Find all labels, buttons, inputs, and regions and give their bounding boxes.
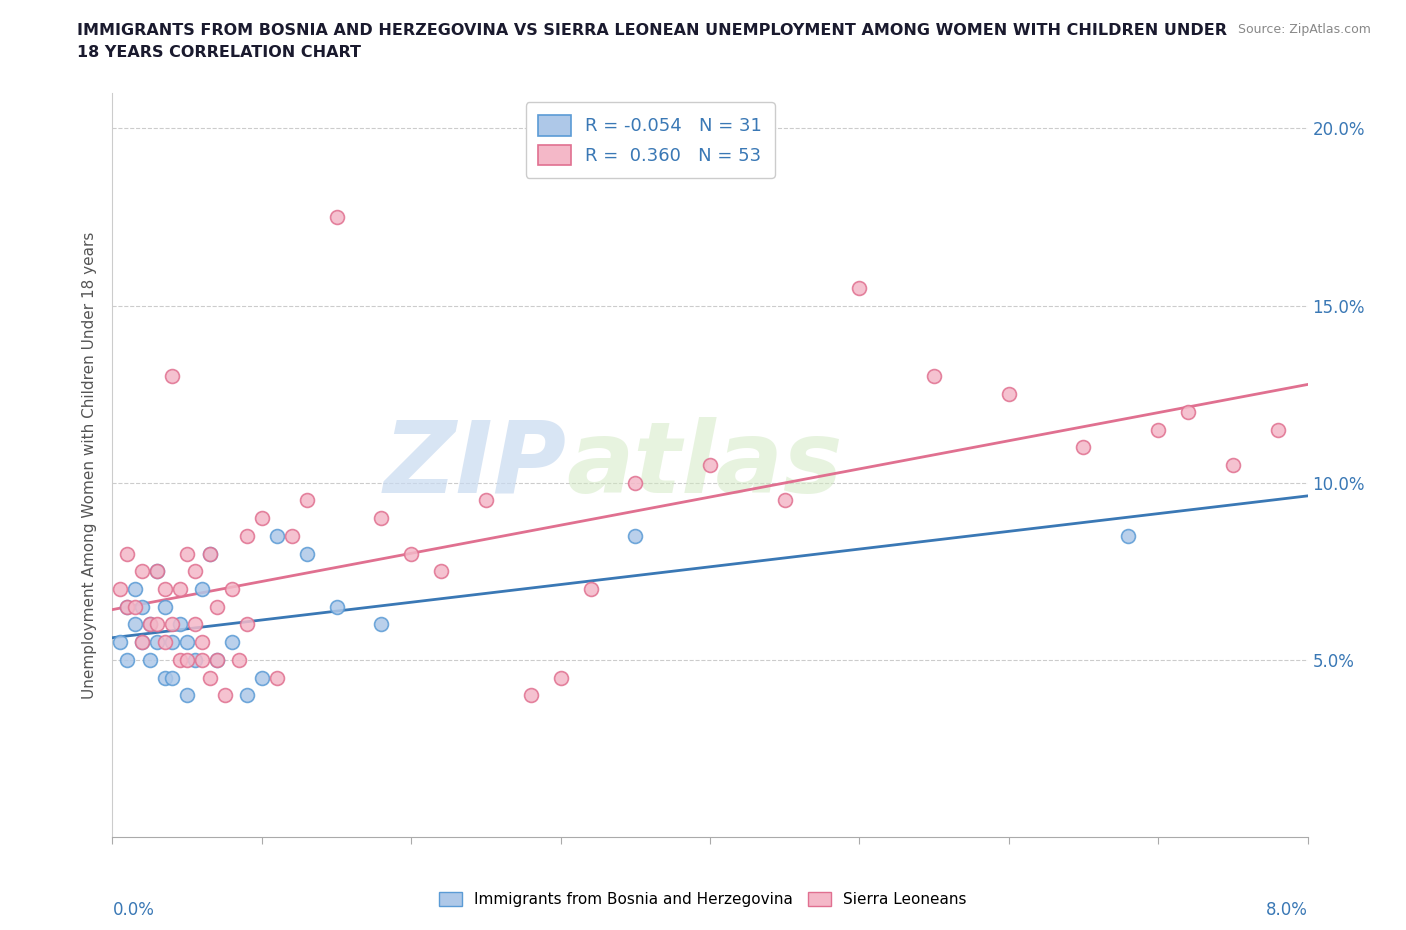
Point (1222, 458, 1244, 472)
Point (176, 546, 198, 561)
Point (139, 617, 162, 631)
Point (370, 617, 392, 631)
Point (221, 581, 243, 596)
Point (430, 564, 453, 578)
Point (1147, 422, 1170, 437)
Point (108, 634, 131, 649)
Text: Source: ZipAtlas.com: Source: ZipAtlas.com (1237, 23, 1371, 36)
Point (139, 653, 162, 668)
Point (266, 671, 288, 685)
Point (228, 653, 250, 668)
Point (146, 564, 169, 578)
Point (579, 581, 602, 596)
Point (124, 599, 146, 614)
Point (520, 688, 543, 703)
Point (370, 511, 392, 525)
Point (117, 599, 139, 614)
Point (624, 528, 647, 543)
Point (198, 546, 221, 561)
Point (176, 653, 198, 668)
Point (1267, 422, 1289, 437)
Point (117, 546, 139, 561)
Point (773, 493, 796, 508)
Point (183, 617, 205, 631)
Point (131, 564, 153, 578)
Point (176, 688, 198, 703)
Point (153, 634, 176, 649)
Point (205, 653, 228, 668)
Point (139, 617, 162, 631)
Point (169, 653, 191, 668)
Point (236, 617, 259, 631)
Point (624, 475, 647, 490)
Point (124, 581, 146, 596)
Point (848, 281, 870, 296)
Point (162, 369, 183, 384)
Point (169, 581, 191, 596)
Point (250, 671, 273, 685)
Point (169, 617, 191, 631)
Text: 0.0%: 0.0% (112, 901, 155, 919)
Point (191, 581, 214, 596)
Point (153, 599, 176, 614)
Point (699, 458, 721, 472)
Point (146, 617, 169, 631)
Point (131, 634, 153, 649)
Text: atlas: atlas (567, 417, 844, 513)
Point (162, 617, 183, 631)
Point (281, 528, 304, 543)
Point (117, 653, 139, 668)
Point (191, 634, 214, 649)
Point (176, 634, 198, 649)
Point (250, 511, 273, 525)
Point (153, 581, 176, 596)
Point (124, 617, 146, 631)
Point (183, 564, 205, 578)
Point (214, 688, 236, 703)
Text: 8.0%: 8.0% (1265, 901, 1308, 919)
Point (146, 634, 169, 649)
Point (550, 671, 572, 685)
Text: ZIP: ZIP (384, 417, 567, 513)
Text: IMMIGRANTS FROM BOSNIA AND HERZEGOVINA VS SIERRA LEONEAN UNEMPLOYMENT AMONG WOME: IMMIGRANTS FROM BOSNIA AND HERZEGOVINA V… (77, 23, 1227, 38)
Point (475, 493, 498, 508)
Point (266, 528, 288, 543)
Point (236, 688, 259, 703)
Point (191, 653, 214, 668)
Text: 18 YEARS CORRELATION CHART: 18 YEARS CORRELATION CHART (77, 45, 361, 60)
Point (922, 369, 945, 384)
Point (295, 546, 318, 561)
Point (198, 546, 221, 561)
Point (1073, 440, 1095, 455)
Point (162, 671, 183, 685)
Point (205, 599, 228, 614)
Point (205, 653, 228, 668)
Point (131, 599, 153, 614)
Point (401, 546, 423, 561)
Point (325, 209, 347, 224)
Legend: Immigrants from Bosnia and Herzegovina, Sierra Leoneans: Immigrants from Bosnia and Herzegovina, … (433, 885, 973, 913)
Point (295, 493, 318, 508)
Point (183, 653, 205, 668)
Point (117, 599, 139, 614)
Point (236, 528, 259, 543)
Point (998, 387, 1021, 402)
Y-axis label: Unemployment Among Women with Children Under 18 years: Unemployment Among Women with Children U… (82, 232, 97, 698)
Point (146, 564, 169, 578)
Legend: R = -0.054   N = 31, R =  0.360   N = 53: R = -0.054 N = 31, R = 0.360 N = 53 (526, 102, 775, 178)
Point (1177, 405, 1199, 419)
Point (131, 634, 153, 649)
Point (108, 581, 131, 596)
Point (198, 671, 221, 685)
Point (153, 671, 176, 685)
Point (221, 634, 243, 649)
Point (1118, 528, 1140, 543)
Point (162, 634, 183, 649)
Point (325, 599, 347, 614)
